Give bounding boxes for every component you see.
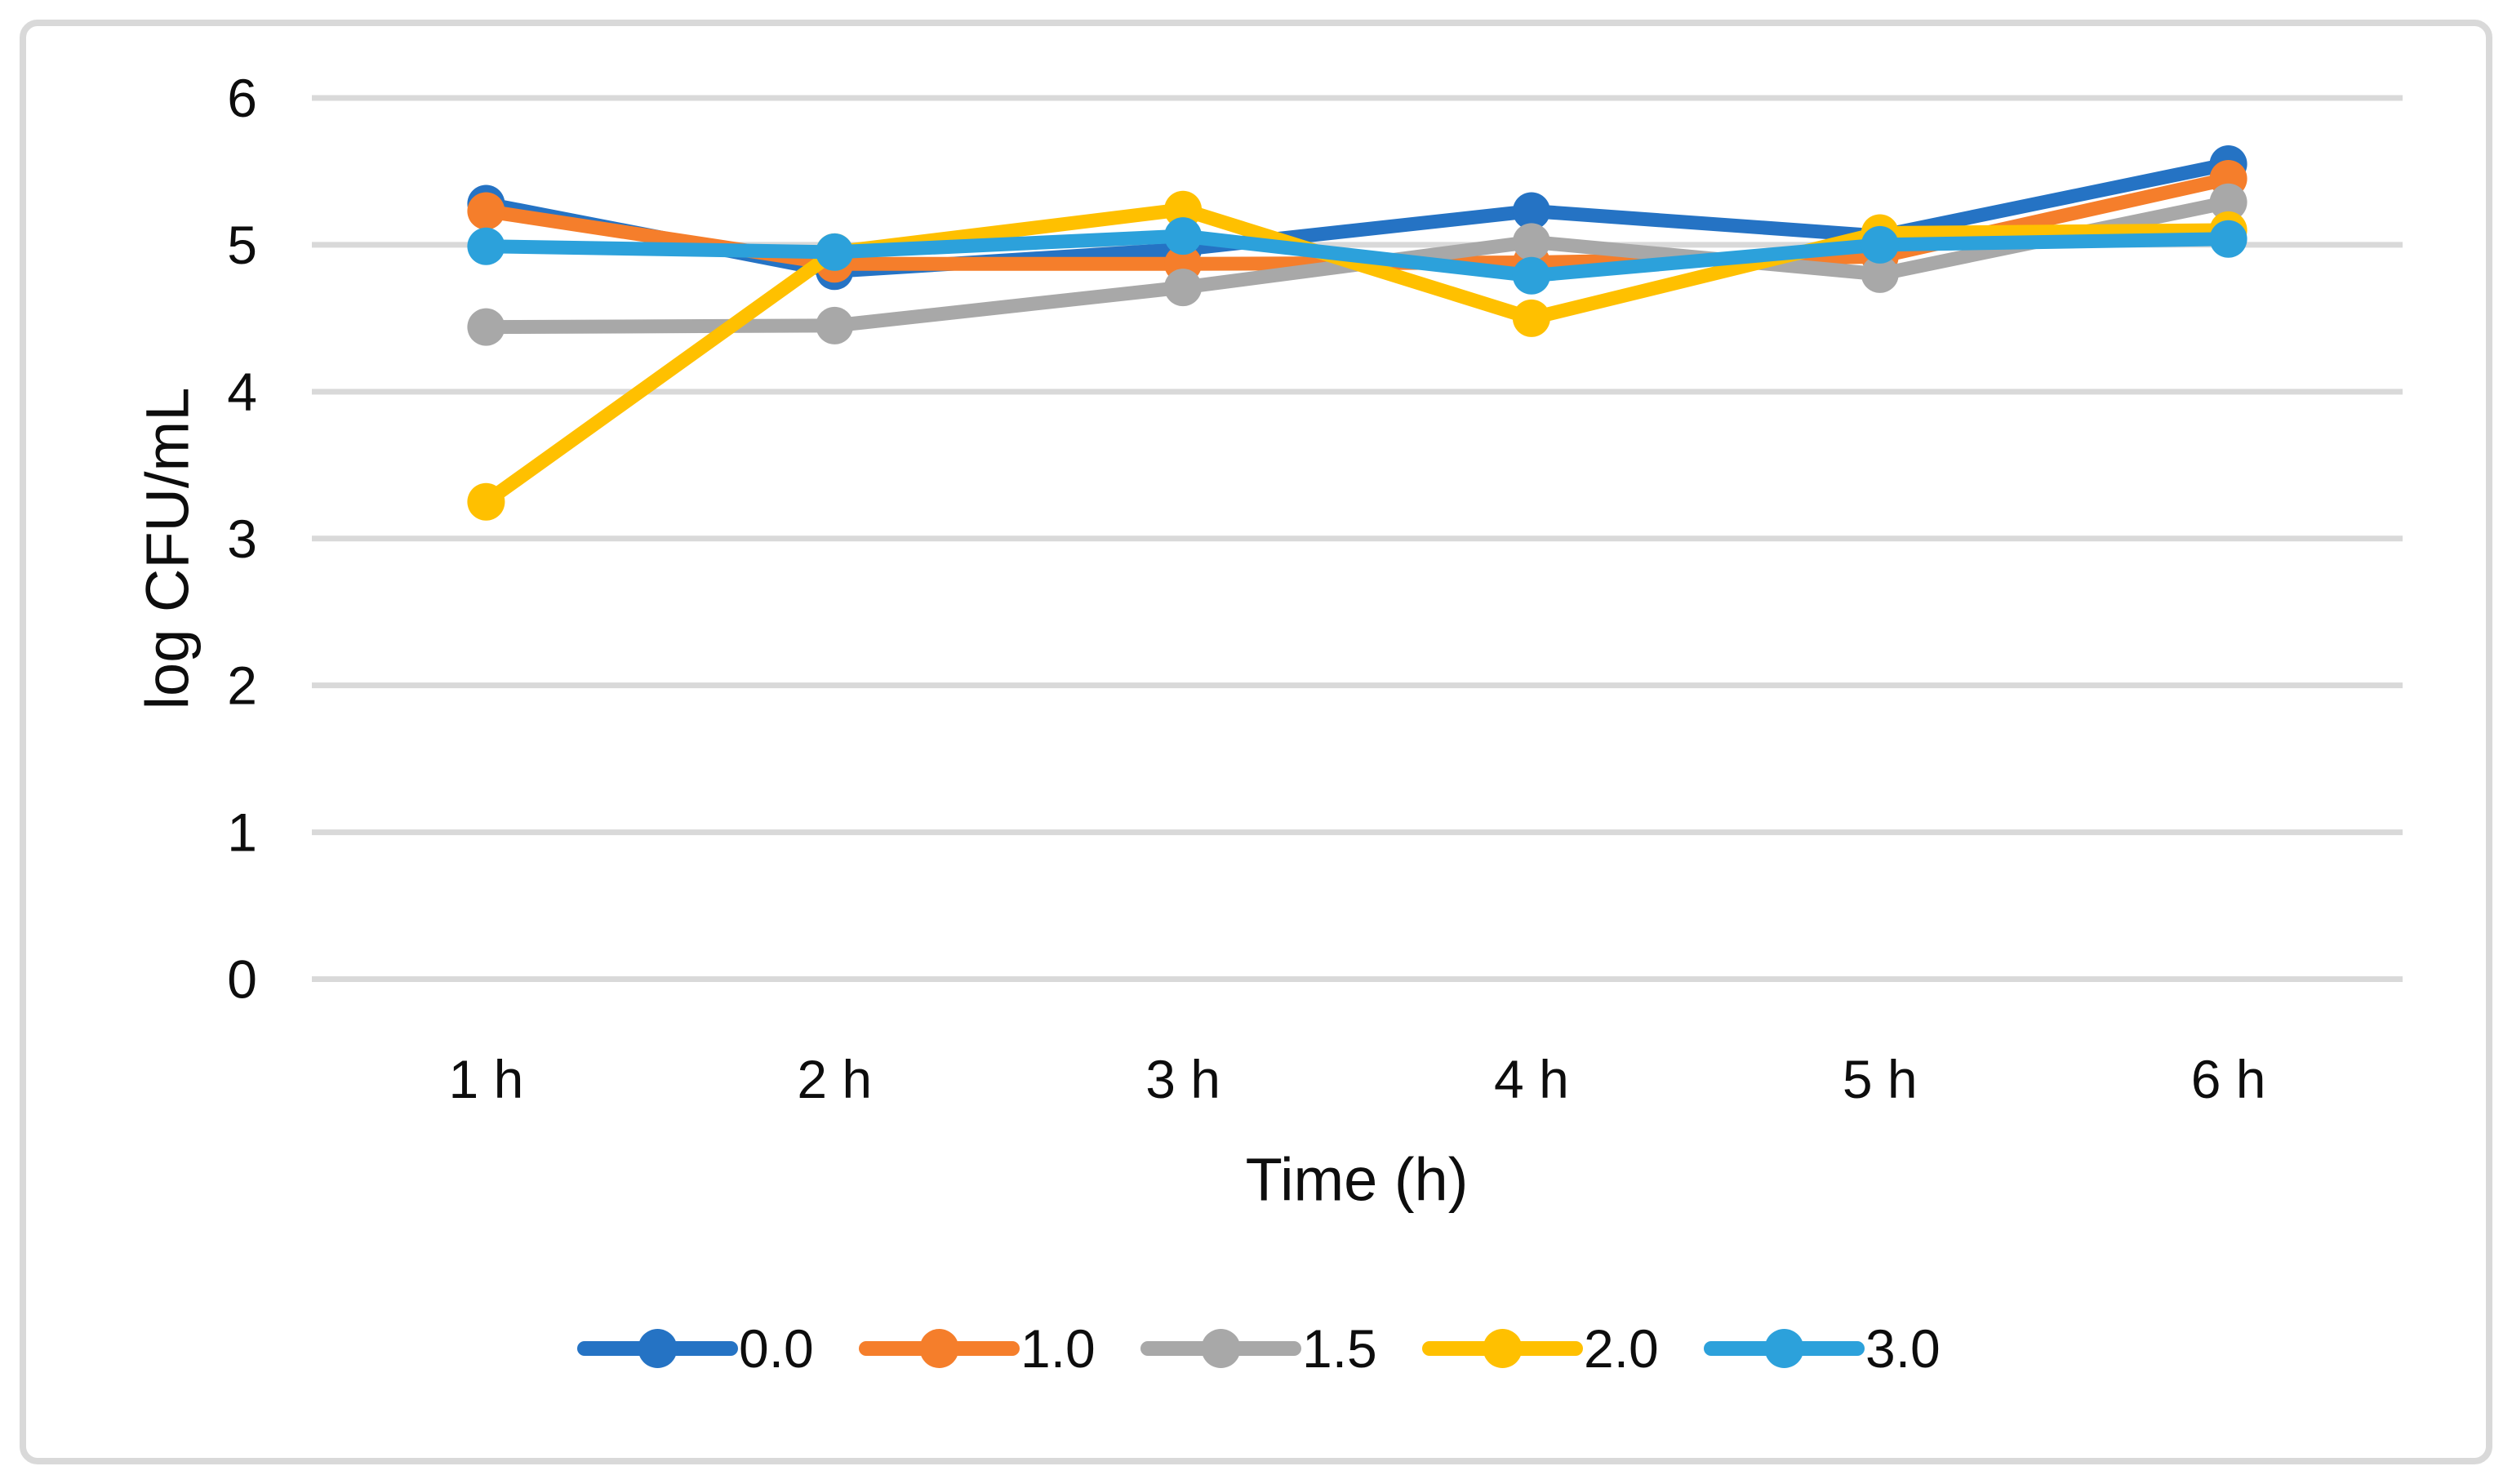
series-line-2.0 [478, 202, 2236, 509]
legend-marker-2.0 [1483, 1329, 1523, 1368]
y-tick-label-2: 2 [227, 655, 257, 716]
y-axis-tick-labels: 0 1 2 3 4 5 6 [227, 68, 257, 1010]
chart-border [20, 20, 2492, 1464]
legend-label-1.5: 1.5 [1302, 1318, 1377, 1379]
legend-item-0.0: 0.0 [577, 1318, 814, 1379]
y-tick-label-4: 4 [227, 362, 257, 422]
legend-item-2.0: 2.0 [1422, 1318, 1659, 1379]
legend-label-3.0: 3.0 [1865, 1318, 1941, 1379]
data-point-3.0-4 h [1512, 256, 1550, 295]
x-axis-tick-labels: 1 h 2 h 3 h 4 h 5 h 6 h [449, 1049, 2266, 1109]
y-tick-label-3: 3 [227, 509, 257, 569]
y-tick-label-1: 1 [227, 802, 257, 863]
legend-label-0.0: 0.0 [739, 1318, 814, 1379]
data-point-1.5-3 h [1164, 269, 1203, 307]
data-point-3.0-2 h [816, 233, 854, 271]
y-axis-title: log CFU/mL [134, 388, 202, 710]
data-point-1.5-5 h [1861, 255, 1899, 293]
data-point-3.0-6 h [2209, 220, 2247, 258]
legend-marker-0.0 [638, 1329, 678, 1368]
legend-marker-1.5 [1201, 1329, 1241, 1368]
x-tick-label-2: 2 h [797, 1049, 872, 1109]
data-point-1.5-1 h [467, 308, 505, 346]
data-point-3.0-3 h [1164, 217, 1203, 255]
x-tick-label-1: 1 h [449, 1049, 524, 1109]
legend-label-1.0: 1.0 [1020, 1318, 1096, 1379]
x-tick-label-5: 5 h [1843, 1049, 1918, 1109]
legend: 0.0 1.0 1.5 2.0 3.0 [577, 1318, 1941, 1379]
legend-marker-1.0 [919, 1329, 959, 1368]
data-point-1.5-2 h [816, 306, 854, 344]
legend-item-3.0: 3.0 [1704, 1318, 1941, 1379]
y-tick-label-6: 6 [227, 68, 257, 128]
series-line-3.0 [478, 229, 2236, 283]
legend-label-2.0: 2.0 [1584, 1318, 1659, 1379]
x-tick-label-4: 4 h [1494, 1049, 1569, 1109]
series-group [467, 144, 2247, 521]
data-point-1.5-6 h [2209, 183, 2247, 221]
data-point-2.0-3 h [1164, 190, 1203, 229]
series-3.0 [467, 217, 2247, 295]
data-point-1.5-4 h [1512, 223, 1550, 261]
y-tick-label-0: 0 [227, 949, 257, 1010]
y-tick-label-5: 5 [227, 215, 257, 275]
legend-item-1.5: 1.5 [1140, 1318, 1377, 1379]
data-point-0.0-4 h [1512, 192, 1550, 230]
data-point-3.0-1 h [467, 227, 505, 265]
x-tick-label-3: 3 h [1145, 1049, 1220, 1109]
x-axis-title: Time (h) [1246, 1146, 1469, 1214]
x-tick-label-6: 6 h [2191, 1049, 2266, 1109]
data-point-2.0-1 h [467, 482, 505, 521]
data-point-1.0-1 h [467, 192, 505, 230]
data-point-3.0-5 h [1861, 225, 1899, 264]
legend-marker-3.0 [1764, 1329, 1804, 1368]
data-point-2.0-4 h [1512, 299, 1550, 337]
legend-item-1.0: 1.0 [859, 1318, 1096, 1379]
